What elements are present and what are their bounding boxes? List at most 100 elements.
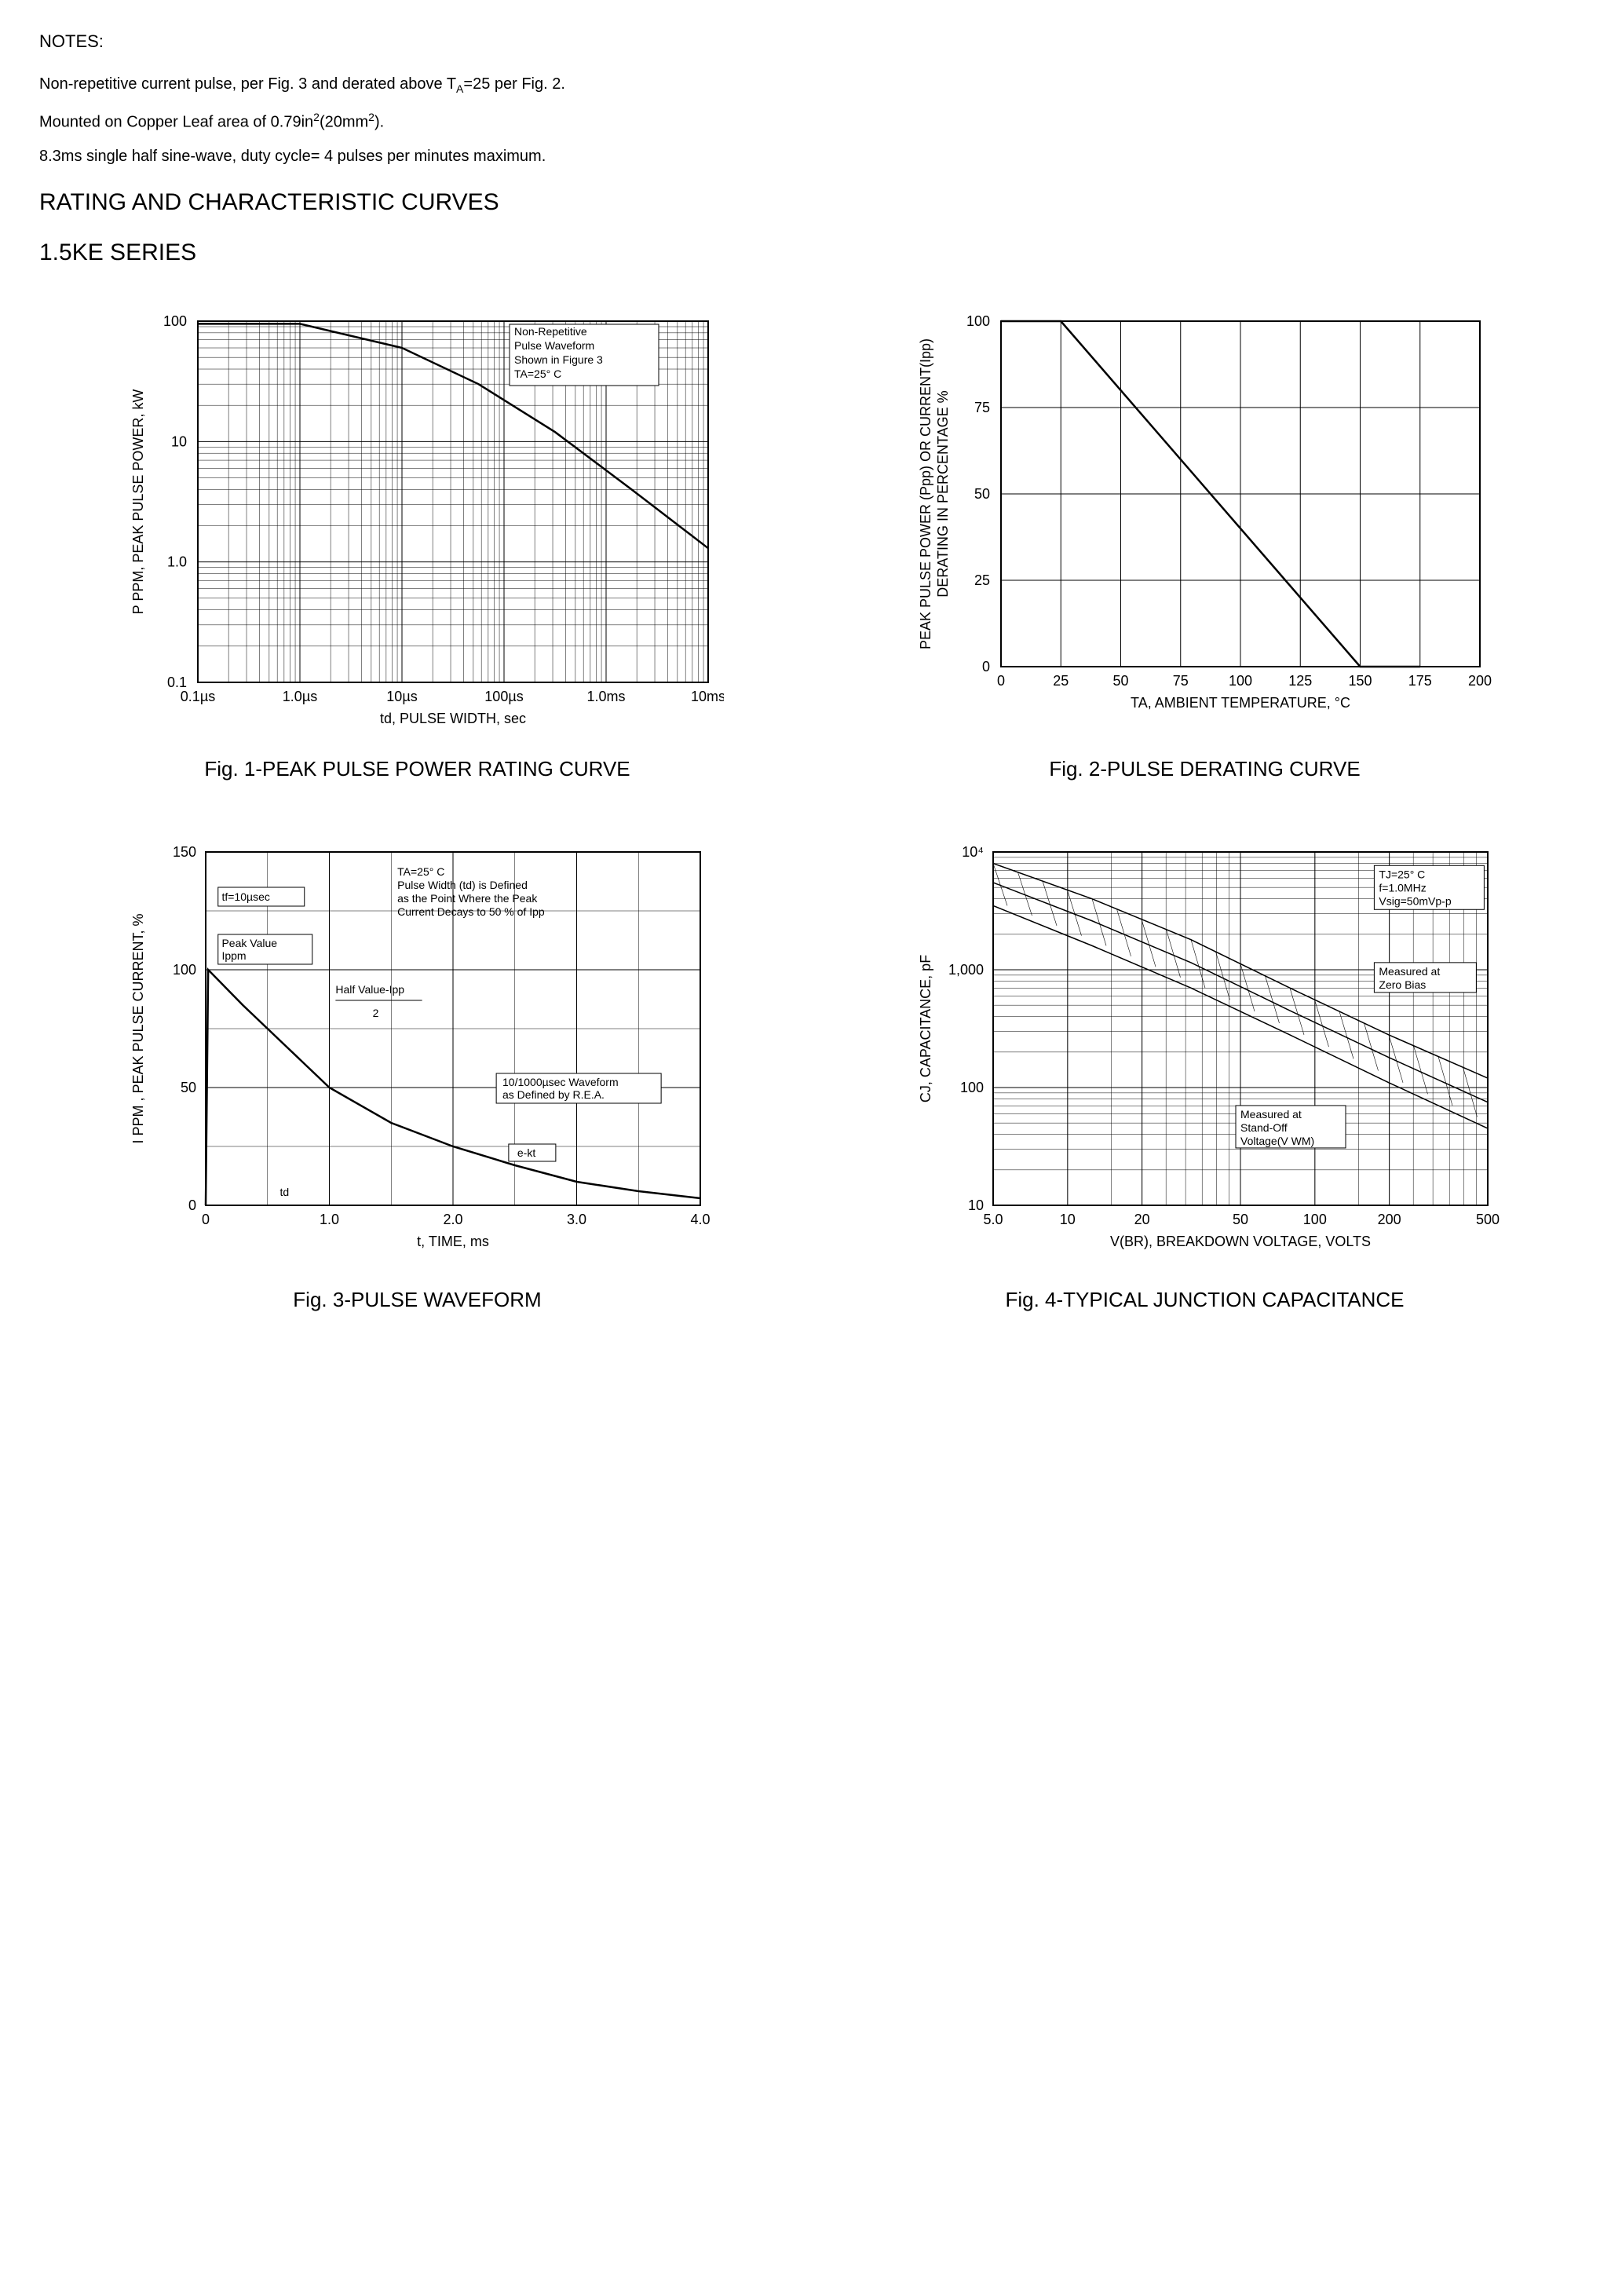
svg-text:25: 25 — [974, 572, 989, 588]
svg-text:0: 0 — [981, 659, 989, 675]
svg-text:Stand-Off: Stand-Off — [1240, 1121, 1288, 1134]
svg-text:Zero Bias: Zero Bias — [1379, 978, 1426, 991]
svg-text:10: 10 — [967, 1197, 983, 1213]
fig1-chart: 0.1µs 1.0µs 10µs 100µs 1.0ms 10ms 0.1 1.0 10 100 t… — [111, 298, 724, 737]
svg-text:50: 50 — [1112, 673, 1128, 689]
section-title-2: 1.5KE SERIES — [39, 239, 1583, 266]
svg-text:0.1µs: 0.1µs — [180, 689, 214, 704]
svg-text:100µs: 100µs — [484, 689, 523, 704]
svg-text:1.0µs: 1.0µs — [282, 689, 316, 704]
note-line-1: Non-repetitive current pulse, per Fig. 3… — [39, 75, 1583, 95]
svg-text:2.0: 2.0 — [443, 1212, 462, 1227]
svg-text:50: 50 — [180, 1080, 195, 1095]
svg-text:10: 10 — [1059, 1212, 1075, 1227]
svg-text:0: 0 — [201, 1212, 209, 1227]
fig3-chart: 0 1.0 2.0 3.0 4.0 0 50 100 150 t, TIME, ms I PPM ,… — [111, 828, 724, 1268]
fig2-caption: Fig. 2-PULSE DERATING CURVE — [1049, 757, 1360, 781]
svg-text:Current Decays to 50 % of Ipp: Current Decays to 50 % of Ipp — [397, 905, 545, 918]
svg-text:Half Value-Ipp: Half Value-Ipp — [335, 983, 404, 996]
fig1-cell: 0.1µs 1.0µs 10µs 100µs 1.0ms 10ms 0.1 1.0 10 100 t… — [39, 298, 795, 781]
note1-a: Non-repetitive current pulse, per Fig. 3… — [39, 75, 456, 93]
svg-text:100: 100 — [172, 962, 195, 978]
svg-text:10: 10 — [170, 433, 186, 449]
svg-text:TJ=25° C: TJ=25° C — [1379, 868, 1425, 880]
svg-text:20: 20 — [1134, 1212, 1149, 1227]
svg-text:as the Point Where the Peak: as the Point Where the Peak — [397, 892, 538, 905]
note1-sub: A — [456, 82, 463, 95]
svg-text:t, TIME, ms: t, TIME, ms — [417, 1234, 489, 1249]
svg-text:100: 100 — [966, 313, 989, 329]
svg-text:P PPM, PEAK PULSE POWER, kW: P PPM, PEAK PULSE POWER, kW — [130, 389, 146, 614]
svg-text:10⁴: 10⁴ — [962, 844, 984, 860]
svg-text:CJ, CAPACITANCE, pF: CJ, CAPACITANCE, pF — [918, 954, 933, 1102]
fig4-caption: Fig. 4-TYPICAL JUNCTION CAPACITANCE — [1005, 1288, 1404, 1312]
fig3-cell: 0 1.0 2.0 3.0 4.0 0 50 100 150 t, TIME, ms I PPM ,… — [39, 828, 795, 1312]
note-line-3: 8.3ms single half sine-wave, duty cycle=… — [39, 148, 1583, 166]
note1-b: =25 per Fig. 2. — [463, 75, 565, 93]
svg-text:Non-Repetitive: Non-Repetitive — [514, 325, 587, 338]
svg-text:td, PULSE WIDTH, sec: td, PULSE WIDTH, sec — [379, 711, 525, 726]
svg-text:1.0: 1.0 — [319, 1212, 338, 1227]
svg-text:f=1.0MHz: f=1.0MHz — [1379, 881, 1426, 894]
note2-a: Mounted on Copper Leaf area of 0.79in — [39, 114, 313, 131]
section-title-1: RATING AND CHARACTERISTIC CURVES — [39, 189, 1583, 216]
svg-text:Pulse Waveform: Pulse Waveform — [514, 339, 594, 352]
fig4-cell: 5.0102050100200500101001,00010⁴V(BR), BR… — [827, 828, 1583, 1312]
note2-sup2: 2 — [368, 111, 374, 123]
svg-text:0: 0 — [996, 673, 1004, 689]
svg-text:25: 25 — [1053, 673, 1069, 689]
svg-text:Vsig=50mVp-p: Vsig=50mVp-p — [1379, 894, 1451, 907]
svg-text:DERATING IN PERCENTAGE %: DERATING IN PERCENTAGE % — [935, 390, 951, 597]
svg-text:Measured at: Measured at — [1240, 1108, 1302, 1121]
svg-text:1,000: 1,000 — [948, 962, 983, 978]
fig2-chart: 02550751001251501752000255075100TA, AMBI… — [899, 298, 1511, 737]
fig2-cell: 02550751001251501752000255075100TA, AMBI… — [827, 298, 1583, 781]
svg-text:175: 175 — [1408, 673, 1431, 689]
svg-text:200: 200 — [1467, 673, 1491, 689]
svg-text:TA, AMBIENT TEMPERATURE, °C: TA, AMBIENT TEMPERATURE, °C — [1131, 695, 1350, 711]
svg-text:50: 50 — [974, 486, 989, 502]
svg-text:10µs: 10µs — [386, 689, 417, 704]
svg-text:50: 50 — [1232, 1212, 1248, 1227]
notes-heading: NOTES: — [39, 31, 1583, 52]
svg-text:10/1000µsec Waveform: 10/1000µsec Waveform — [502, 1076, 619, 1088]
svg-text:Shown in Figure 3: Shown in Figure 3 — [514, 353, 603, 366]
svg-text:as Defined by R.E.A.: as Defined by R.E.A. — [502, 1088, 605, 1101]
svg-text:125: 125 — [1288, 673, 1312, 689]
svg-text:150: 150 — [1348, 673, 1372, 689]
svg-text:75: 75 — [974, 400, 989, 415]
svg-text:td: td — [279, 1186, 289, 1198]
svg-text:TA=25° C: TA=25° C — [514, 367, 561, 380]
svg-text:Peak Value: Peak Value — [221, 937, 277, 949]
svg-text:e-kt: e-kt — [517, 1146, 535, 1159]
fig4-chart: 5.0102050100200500101001,00010⁴V(BR), BR… — [899, 828, 1511, 1268]
note2-c: ). — [374, 114, 384, 131]
svg-text:1.0: 1.0 — [166, 554, 186, 569]
svg-text:V(BR), BREAKDOWN VOLTAGE, VOL: V(BR), BREAKDOWN VOLTAGE, VOLTS — [1109, 1234, 1370, 1249]
svg-text:100: 100 — [1302, 1212, 1326, 1227]
svg-text:500: 500 — [1475, 1212, 1499, 1227]
svg-text:I PPM , PEAK PULSE CURRENT, %: I PPM , PEAK PULSE CURRENT, % — [130, 913, 146, 1143]
svg-text:3.0: 3.0 — [566, 1212, 586, 1227]
svg-text:4.0: 4.0 — [690, 1212, 710, 1227]
svg-text:100: 100 — [163, 313, 186, 329]
note2-b: (20mm — [320, 114, 368, 131]
svg-text:TA=25° C: TA=25° C — [397, 865, 444, 878]
svg-text:tf=10µsec: tf=10µsec — [221, 890, 269, 903]
fig1-caption: Fig. 1-PEAK PULSE POWER RATING CURVE — [204, 757, 630, 781]
svg-text:Voltage(V WM): Voltage(V WM) — [1240, 1135, 1314, 1147]
svg-text:PEAK PULSE POWER (Ppp) OR CURR: PEAK PULSE POWER (Ppp) OR CURRENT(Ipp) — [918, 338, 933, 649]
svg-text:5.0: 5.0 — [983, 1212, 1003, 1227]
svg-text:Measured at: Measured at — [1379, 965, 1440, 978]
svg-text:150: 150 — [172, 844, 195, 860]
svg-text:100: 100 — [1228, 673, 1251, 689]
fig3-caption: Fig. 3-PULSE WAVEFORM — [293, 1288, 541, 1312]
svg-text:10ms: 10ms — [690, 689, 723, 704]
svg-text:Pulse Width (td) is Defined: Pulse Width (td) is Defined — [397, 879, 528, 891]
svg-text:0: 0 — [188, 1197, 195, 1213]
note-line-2: Mounted on Copper Leaf area of 0.79in2(2… — [39, 111, 1583, 132]
note2-sup1: 2 — [313, 111, 320, 123]
svg-text:Ippm: Ippm — [221, 949, 246, 962]
svg-text:1.0ms: 1.0ms — [586, 689, 625, 704]
svg-text:0.1: 0.1 — [166, 675, 186, 690]
